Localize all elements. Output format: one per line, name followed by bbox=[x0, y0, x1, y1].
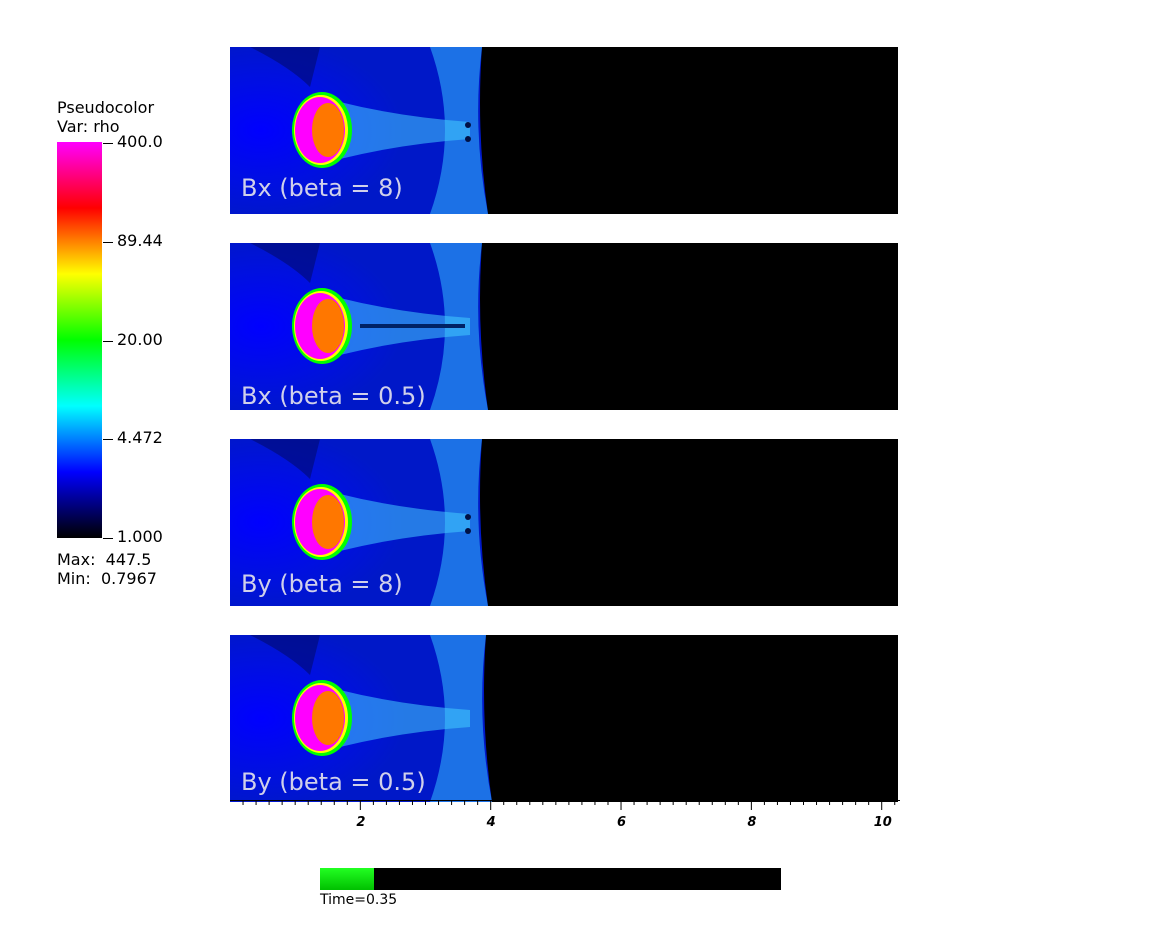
panel-by-beta-8: By (beta = 8) bbox=[230, 439, 898, 606]
colorbar-tick-mark bbox=[103, 241, 113, 243]
bow-shadow bbox=[250, 243, 320, 283]
density-field bbox=[230, 47, 488, 214]
colorbar-tick-label: 400.0 bbox=[117, 132, 163, 151]
axis-tick-label: 8 bbox=[747, 815, 757, 830]
panel-label: Bx (beta = 0.5) bbox=[241, 382, 426, 410]
legend-title: Pseudocolor bbox=[57, 98, 155, 117]
colorbar bbox=[57, 142, 102, 538]
colorbar-tick-label: 89.44 bbox=[117, 230, 163, 250]
colorbar-tick-mark bbox=[103, 340, 113, 342]
vortex bbox=[465, 122, 471, 128]
wake bbox=[340, 494, 470, 551]
panel-label: Bx (beta = 8) bbox=[241, 174, 403, 202]
axis-tick-label: 2 bbox=[356, 815, 366, 830]
panel-bx-beta-0-5: Bx (beta = 0.5) bbox=[230, 243, 898, 410]
x-axis: 2 4 6 8 10 bbox=[230, 800, 900, 840]
time-label: Time=0.35 bbox=[320, 892, 398, 908]
time-progress-fill bbox=[320, 868, 375, 890]
x-axis-ticks bbox=[230, 800, 900, 810]
vortex bbox=[465, 136, 471, 142]
panel-label: By (beta = 0.5) bbox=[241, 768, 426, 796]
colorbar-tick-mark bbox=[103, 538, 113, 539]
panel-label: By (beta = 8) bbox=[241, 570, 403, 598]
density-field bbox=[230, 243, 488, 410]
panel-bx-beta-8: Bx (beta = 8) bbox=[230, 47, 898, 214]
density-field bbox=[230, 439, 488, 606]
colorbar-tick-label: 1.000 bbox=[117, 527, 163, 546]
cloud-core bbox=[312, 691, 344, 745]
colorbar-tick-mark bbox=[103, 439, 113, 441]
vortex bbox=[465, 528, 471, 534]
axis-tick-label: 6 bbox=[617, 815, 627, 830]
legend-stats: Max: 447.5 Min: 0.7967 bbox=[57, 550, 157, 588]
bow-shadow bbox=[250, 635, 320, 675]
panel-by-beta-0-5: By (beta = 0.5) bbox=[230, 635, 898, 802]
axis-tick-label: 4 bbox=[486, 815, 496, 830]
bow-shadow bbox=[250, 47, 320, 87]
wake-core bbox=[360, 324, 465, 328]
colorbar-tick-mark bbox=[103, 143, 113, 144]
cloud-core bbox=[312, 103, 344, 157]
colorbar-tick-label: 20.00 bbox=[117, 329, 163, 349]
vortex bbox=[465, 514, 471, 520]
min-value: Min: 0.7967 bbox=[57, 569, 157, 588]
cloud-core bbox=[312, 299, 344, 353]
bow-shadow bbox=[250, 439, 320, 479]
colorbar-tick-label: 4.472 bbox=[117, 428, 163, 448]
max-value: Max: 447.5 bbox=[57, 550, 152, 569]
wake bbox=[340, 102, 470, 159]
axis-tick-label: 10 bbox=[873, 815, 892, 830]
legend: Pseudocolor Var: rho bbox=[57, 98, 217, 136]
cloud-core bbox=[312, 495, 344, 549]
density-field bbox=[230, 635, 492, 802]
legend-variable: Var: rho bbox=[57, 117, 120, 136]
wake bbox=[340, 690, 470, 747]
time-progress-bar bbox=[320, 868, 781, 890]
